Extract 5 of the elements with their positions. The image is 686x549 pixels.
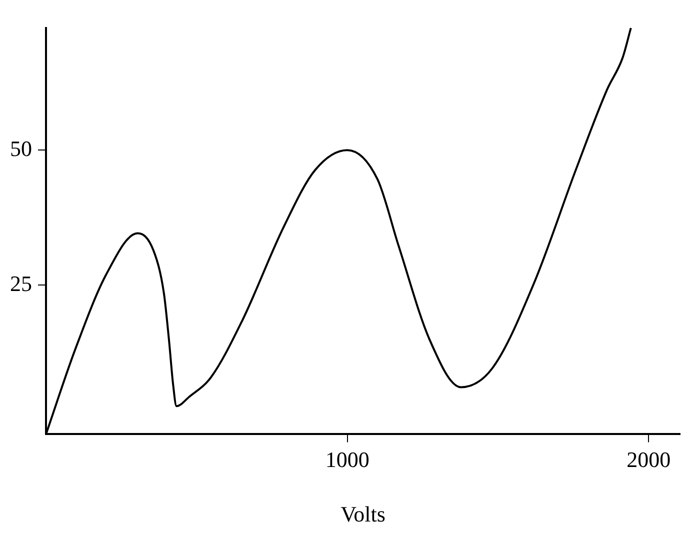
x-tick-label: 1000 <box>325 447 370 472</box>
x-tick-label: 2000 <box>626 447 671 472</box>
x-axis-title: Volts <box>340 502 386 527</box>
y-tick-label: 50 <box>10 136 32 161</box>
y-tick-label: 25 <box>10 270 32 296</box>
